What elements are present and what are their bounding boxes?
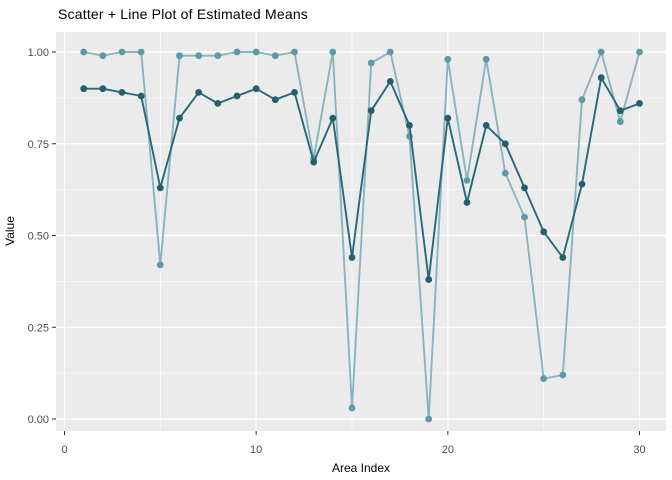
dark-teal-series-point [463,199,471,206]
dark-teal-series-point [540,228,548,236]
dark-teal-series-point [156,184,164,192]
dark-teal-series-point [559,254,567,261]
dark-teal-series-point [214,100,222,107]
light-teal-series-point [521,213,528,221]
dark-teal-series-point [367,107,375,115]
dark-teal-series-point [521,184,528,192]
dark-teal-series-point [406,122,413,129]
dark-teal-series-point [482,122,490,129]
light-teal-series-point [291,48,298,56]
light-teal-series-point [80,48,88,56]
dark-teal-series-point [348,254,356,261]
dark-teal-series-point [271,96,279,104]
light-teal-series-point [329,48,337,56]
light-teal-series-point [482,55,490,63]
light-teal-series-point [156,261,164,269]
x-tick-label: 10 [250,444,262,456]
dark-teal-series-point [616,107,624,115]
light-teal-series-point [463,177,471,184]
chart-title: Scatter + Line Plot of Estimated Means [58,6,309,22]
dark-teal-series-point [137,92,145,100]
dark-teal-series-point [176,114,183,122]
light-teal-series-point [616,118,624,126]
light-teal-series-point [271,52,279,60]
dark-teal-series-line [82,76,641,281]
light-teal-series-point [386,48,394,56]
dark-teal-series-point [118,89,126,96]
light-teal-series-point [367,59,375,67]
light-teal-series-point [176,52,183,60]
light-teal-series-point [597,48,605,56]
light-teal-series-point [578,96,586,104]
dark-teal-series-point [291,89,298,96]
light-teal-series-point [348,404,356,412]
dark-teal-series-point [425,276,433,283]
y-tick-label: 1.00 [28,47,49,59]
light-teal-series-point [636,48,643,56]
x-axis-title: Area Index [331,461,391,475]
dark-teal-series-point [252,85,260,93]
dark-teal-series-point [386,78,394,85]
light-teal-series-point [233,48,241,56]
light-teal-series-point [540,375,548,382]
light-teal-series-point [501,169,509,177]
light-teal-series-point [444,55,452,63]
light-teal-series-point [99,52,107,60]
dark-teal-series-point [310,158,318,166]
light-teal-series-point [195,52,203,60]
light-teal-series-point [118,48,126,56]
x-tick-label: 30 [633,444,645,456]
dark-teal-series-point [597,74,605,82]
dark-teal-series-point [636,100,643,107]
dark-teal-series-point [329,114,337,122]
light-teal-series-point [214,52,222,60]
dark-teal-series-point [195,89,203,96]
dark-teal-series-point [501,140,509,148]
dark-teal-series-point [578,180,586,188]
y-tick-label: 0.00 [28,414,49,426]
light-teal-series-point [137,48,145,56]
light-teal-series-point [559,371,567,379]
x-tick-label: 20 [442,444,454,456]
y-tick-label: 0.25 [28,322,49,334]
dark-teal-series-point [99,85,107,93]
x-tick-label: 0 [61,444,67,456]
y-tick-label: 0.75 [28,139,49,151]
light-teal-series-point [425,415,433,423]
dark-teal-series-point [444,114,452,122]
y-tick-label: 0.50 [28,231,49,243]
y-axis-title: Value [3,216,17,246]
dark-teal-series-point [80,85,88,93]
dark-teal-series-point [233,92,241,100]
light-teal-series-point [252,48,260,56]
